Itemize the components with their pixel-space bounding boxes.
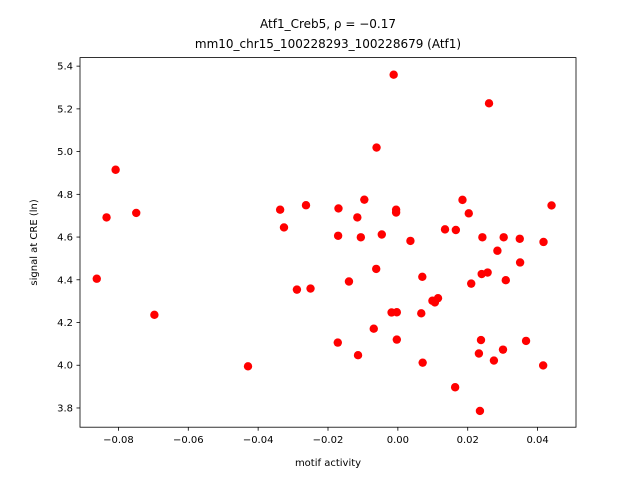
data-point-10 xyxy=(306,284,315,293)
data-point-43 xyxy=(475,406,485,416)
data-point-31 xyxy=(418,272,427,281)
chart-title-line2: mm10_chr15_100228293_100228679 (Atf1) xyxy=(195,37,461,51)
y-tick-label-7: 5.2 xyxy=(57,104,73,115)
data-point-17 xyxy=(356,233,366,242)
data-point-56 xyxy=(521,336,531,346)
plot-frame xyxy=(79,57,577,428)
points-layer xyxy=(92,70,556,416)
x-axis: −0.08 −0.06 −0.04 −0.02 0.00 0.02 0.04 xyxy=(103,427,549,446)
data-point-19 xyxy=(369,324,378,333)
x-tick-label-6: 0.04 xyxy=(526,435,548,446)
data-point-50 xyxy=(493,246,502,255)
data-point-54 xyxy=(515,234,524,243)
data-point-11 xyxy=(333,338,342,347)
data-point-53 xyxy=(501,276,510,285)
y-tick-label-6: 5.0 xyxy=(57,147,73,158)
y-tick-label-2: 4.2 xyxy=(57,318,73,329)
data-point-20 xyxy=(372,143,381,152)
data-point-46 xyxy=(478,233,487,242)
data-point-12 xyxy=(333,231,343,240)
data-point-14 xyxy=(344,277,354,286)
data-point-5 xyxy=(243,362,253,371)
x-tick-label-0: −0.08 xyxy=(103,435,134,446)
y-tick-label-4: 4.6 xyxy=(57,233,73,244)
data-point-1 xyxy=(102,213,111,222)
data-point-58 xyxy=(539,237,548,247)
data-point-7 xyxy=(279,223,289,232)
data-point-35 xyxy=(433,293,443,303)
data-point-26 xyxy=(391,208,401,217)
data-point-41 xyxy=(467,279,476,288)
data-point-6 xyxy=(275,205,285,214)
y-axis-label: signal at CRE (ln) xyxy=(29,199,40,285)
x-tick-label-4: 0.00 xyxy=(387,435,409,446)
data-point-4 xyxy=(150,310,159,320)
data-point-40 xyxy=(464,209,473,218)
data-point-24 xyxy=(389,70,398,79)
data-point-22 xyxy=(377,230,386,239)
data-point-8 xyxy=(292,285,302,294)
data-point-27 xyxy=(392,335,402,344)
y-tick-label-0: 3.8 xyxy=(57,403,73,414)
x-tick-label-1: −0.06 xyxy=(173,435,204,446)
x-tick-label-5: 0.02 xyxy=(457,435,479,446)
data-point-30 xyxy=(417,309,426,318)
x-axis-label: motif activity xyxy=(295,458,361,469)
data-point-48 xyxy=(484,99,494,108)
data-point-59 xyxy=(547,201,556,210)
data-point-9 xyxy=(301,201,311,210)
data-point-38 xyxy=(451,225,461,235)
data-point-13 xyxy=(334,204,343,213)
data-point-51 xyxy=(498,345,508,354)
y-axis: 3.8 4.0 4.2 4.4 4.6 4.8 5.0 5.2 5.4 xyxy=(57,62,80,414)
data-point-15 xyxy=(353,351,363,360)
data-point-29 xyxy=(406,236,415,246)
data-point-2 xyxy=(111,165,120,174)
data-point-44 xyxy=(476,335,486,345)
y-tick-label-3: 4.4 xyxy=(57,275,73,286)
y-tick-label-5: 4.8 xyxy=(57,190,73,201)
data-point-0 xyxy=(92,274,101,283)
data-point-28 xyxy=(392,308,402,317)
data-point-49 xyxy=(489,356,499,365)
data-point-37 xyxy=(450,383,460,392)
data-point-3 xyxy=(132,208,141,218)
x-tick-label-3: −0.02 xyxy=(313,435,344,446)
data-point-32 xyxy=(418,358,427,367)
data-point-57 xyxy=(538,361,548,370)
chart-title-line1: Atf1_Creb5, ρ = −0.17 xyxy=(260,17,396,31)
data-point-42 xyxy=(474,349,484,358)
data-point-39 xyxy=(458,195,467,205)
data-point-18 xyxy=(360,195,369,204)
data-point-36 xyxy=(440,225,450,234)
y-tick-label-8: 5.4 xyxy=(57,62,73,73)
data-point-16 xyxy=(353,213,362,222)
y-tick-label-1: 4.0 xyxy=(57,361,73,372)
data-point-47 xyxy=(483,268,492,277)
data-point-55 xyxy=(515,258,525,267)
data-point-52 xyxy=(499,233,508,242)
data-point-21 xyxy=(372,264,381,274)
x-tick-label-2: −0.04 xyxy=(243,435,274,446)
